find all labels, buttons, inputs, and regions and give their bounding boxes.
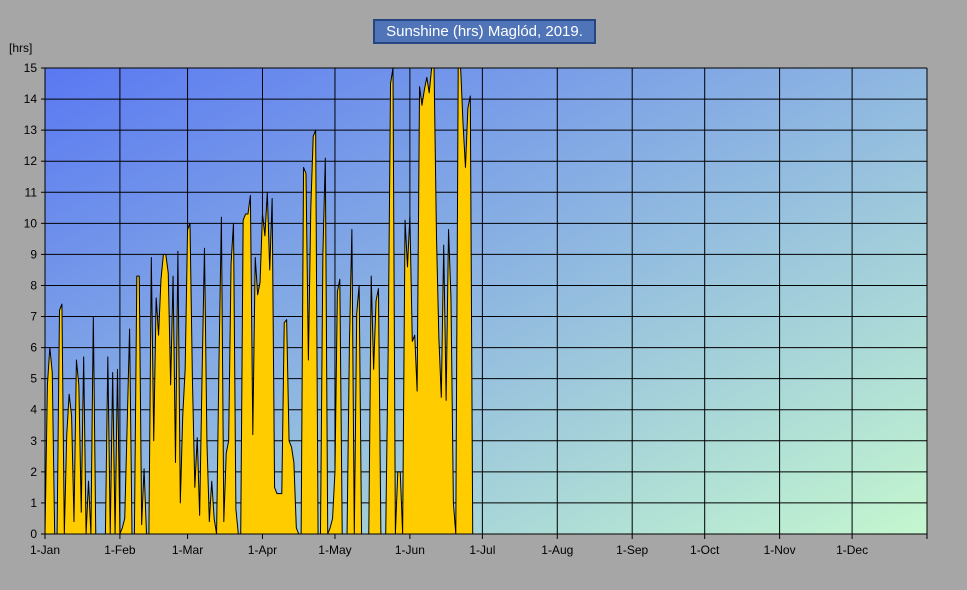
x-tick-label: 1-Jul: [469, 543, 495, 557]
y-tick-label: 5: [30, 372, 37, 386]
y-tick-label: 13: [24, 123, 38, 137]
y-tick-label: 10: [24, 216, 38, 230]
y-tick-label: 1: [30, 496, 37, 510]
x-tick-label: 1-Nov: [764, 543, 796, 557]
axes: [41, 67, 928, 539]
x-tick-label: 1-Aug: [541, 543, 573, 557]
y-tick-label: 2: [30, 465, 37, 479]
y-tick-label: 0: [30, 527, 37, 541]
y-tick-label: 14: [24, 92, 38, 106]
x-tick-label: 1-Feb: [104, 543, 136, 557]
y-tick-label: 7: [30, 310, 37, 324]
y-tick-label: 8: [30, 278, 37, 292]
y-tick-label: 6: [30, 341, 37, 355]
y-axis-label: [hrs]: [9, 41, 32, 55]
x-tick-label: 1-May: [318, 543, 351, 557]
y-tick-label: 11: [25, 185, 38, 199]
y-tick-label: 9: [30, 247, 37, 261]
x-tick-label: 1-Mar: [172, 543, 203, 557]
x-tick-label: 1-Jun: [395, 543, 425, 557]
chart-title: Sunshine (hrs) Maglód, 2019.: [373, 19, 596, 44]
x-tick-label: 1-Oct: [690, 543, 720, 557]
x-tick-label: 1-Sep: [616, 543, 648, 557]
y-tick-label: 4: [30, 403, 37, 417]
y-tick-label: 15: [24, 61, 38, 75]
x-tick-label: 1-Jan: [30, 543, 60, 557]
x-tick-label: 1-Apr: [248, 543, 277, 557]
x-tick-labels: 1-Jan 1-Feb 1-Mar 1-Apr 1-May 1-Jun 1-Jul 1-Aug…: [30, 543, 868, 557]
x-tick-label: 1-Dec: [836, 543, 868, 557]
sunshine-area: [44, 67, 474, 535]
y-tick-label: 12: [24, 154, 38, 168]
y-tick-label: 3: [30, 434, 37, 448]
